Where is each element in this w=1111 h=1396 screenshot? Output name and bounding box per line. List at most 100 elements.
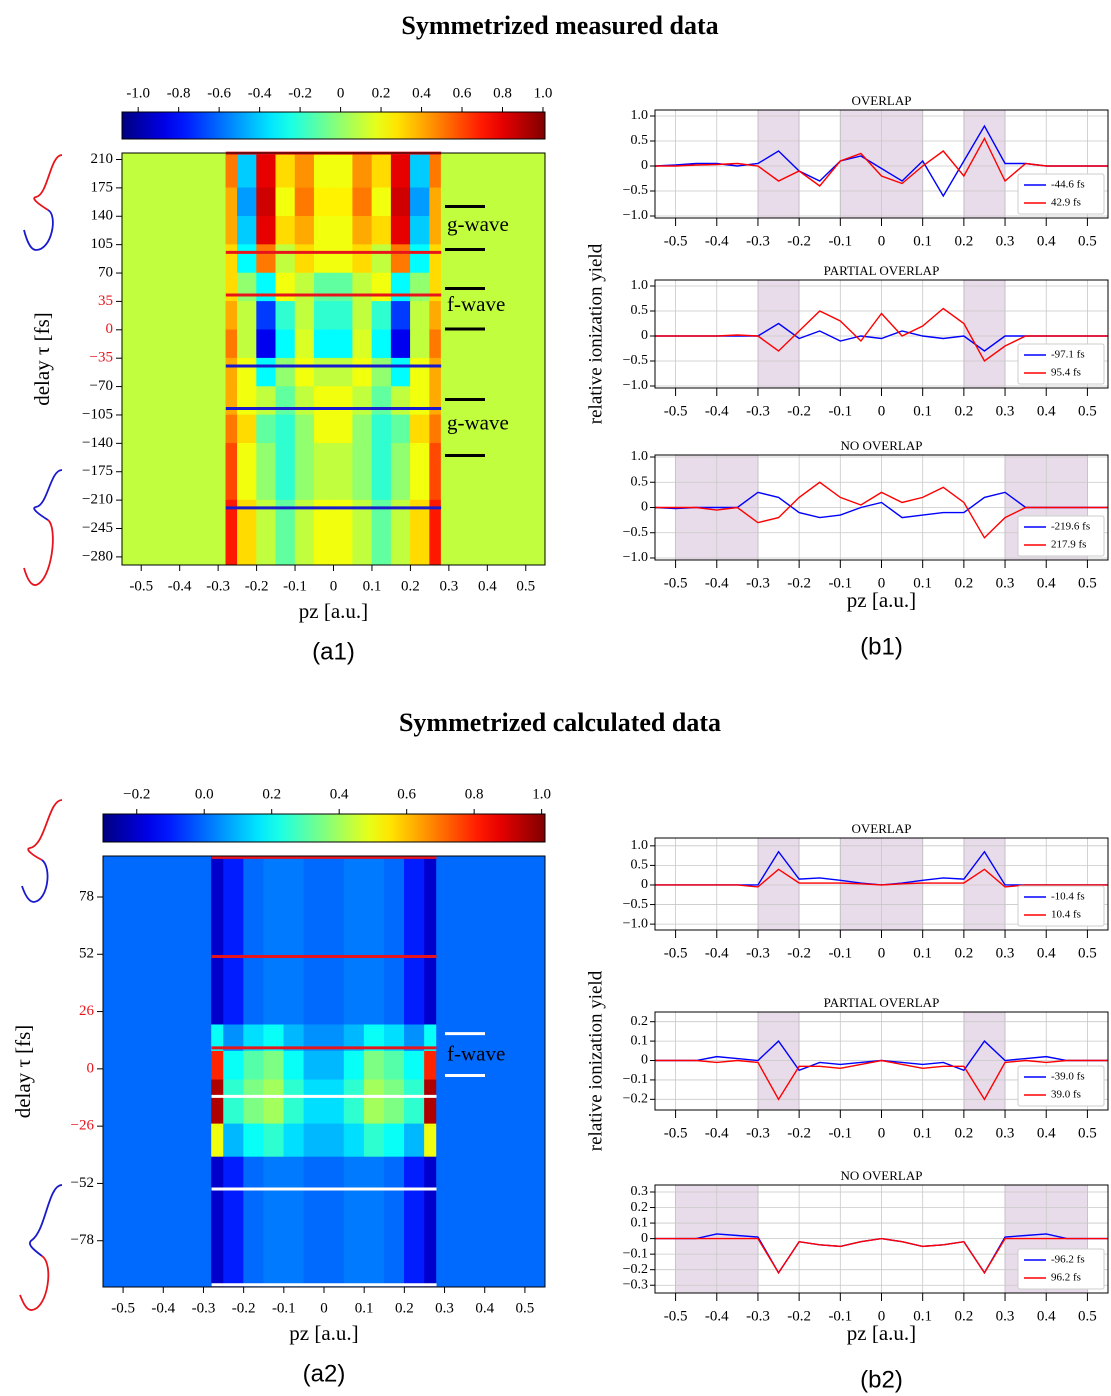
colorbar-tick-label: -0.8 [167, 85, 191, 101]
x-tick-label: -0.2 [787, 1308, 811, 1324]
x-tick-label: -0.5 [129, 578, 153, 594]
heatmap-cell [263, 1050, 285, 1081]
heatmap-cell [343, 855, 365, 1026]
series-line [655, 136, 1108, 187]
legend-label: 42.9 fs [1051, 197, 1081, 209]
x-tick-label: -0.1 [828, 233, 852, 249]
y-tick-label: −105 [82, 406, 113, 422]
heatmap-cell [223, 1079, 244, 1125]
colorbar-tick-label: −0.2 [123, 786, 150, 802]
y-tick-label: −52 [71, 1175, 94, 1191]
heatmap-cell [303, 1156, 325, 1288]
heatmap-cell [121, 272, 227, 302]
heatmap-cell [333, 152, 354, 189]
heatmap-cell [211, 1050, 224, 1081]
colorbar-tick-label: 1.0 [534, 85, 553, 101]
pulse-icon [33, 469, 63, 521]
heatmap-cell [294, 357, 315, 387]
x-tick-label: 0.5 [1078, 1125, 1097, 1141]
heatmap-cell [121, 443, 227, 501]
pulse-icon [27, 799, 63, 861]
x-tick-label: -0.2 [787, 1125, 811, 1141]
x-axis-label: pz [a.u.] [847, 588, 916, 612]
heatmap-cell [283, 1079, 305, 1125]
y-tick-label: −0.5 [623, 525, 648, 540]
colorbar-tick-label: 0.6 [397, 786, 416, 802]
legend-label: 10.4 fs [1051, 909, 1081, 921]
heatmap-cell [410, 357, 430, 387]
heatmap-cell [390, 244, 411, 274]
heatmap-cell [440, 215, 546, 245]
heatmap-cell [352, 244, 373, 274]
heatmap-cell [440, 443, 546, 501]
x-tick-label: -0.4 [168, 578, 192, 594]
heatmap-cell [383, 1079, 405, 1125]
heatmap-cell [256, 187, 277, 217]
heatmap-cell [371, 357, 392, 387]
heatmap-cell [410, 499, 430, 566]
x-tick-label: 0.2 [954, 403, 973, 419]
y-tick-label: 0.2 [631, 1200, 649, 1215]
y-tick-label: −0.5 [623, 353, 648, 368]
heatmap-cell [390, 414, 411, 444]
y-tick-label: −1.0 [623, 378, 648, 393]
heatmap-cell [390, 386, 411, 416]
pulse-icon [23, 209, 54, 251]
heatmap-cell [237, 443, 257, 501]
heatmap-cell [352, 152, 373, 189]
heatmap-cell [343, 1123, 365, 1158]
heatmap-cell [424, 1050, 437, 1081]
heatmap-cell [102, 1079, 212, 1125]
x-tick-label: 0.2 [954, 1125, 973, 1141]
heatmap-cell [323, 1156, 345, 1288]
heatmap-cell [410, 443, 430, 501]
colorbar-tick-label: -0.4 [248, 85, 272, 101]
x-tick-label: 0.4 [1037, 1125, 1056, 1141]
x-tick-label: -0.1 [828, 1125, 852, 1141]
y-tick-label: 0.1 [631, 1033, 649, 1048]
legend [1017, 1065, 1105, 1107]
x-tick-label: 0.4 [1037, 575, 1056, 591]
heatmap-cell [352, 386, 373, 416]
x-tick-label: 0.4 [478, 578, 497, 594]
heatmap-cell [436, 855, 546, 1026]
pulse-icons [19, 154, 63, 1311]
heatmap-cell [436, 1079, 546, 1125]
x-tick-label: 0 [878, 233, 886, 249]
heatmap-cell [436, 1024, 546, 1052]
heatmap-cell [275, 329, 296, 359]
heatmap-cell [275, 357, 296, 387]
heatmap-cell [429, 187, 442, 217]
x-tick-label: -0.2 [232, 1300, 256, 1316]
heatmap-cell [313, 499, 334, 566]
x-tick-label: 0.4 [1037, 233, 1056, 249]
heatmap-cell [294, 272, 315, 302]
legend [1017, 173, 1105, 215]
heatmap-cell [383, 855, 405, 1026]
heatmap-cell [313, 329, 334, 359]
x-tick-label: -0.1 [272, 1300, 296, 1316]
series-line [655, 1059, 1108, 1101]
y-tick-label: 1.0 [631, 838, 649, 853]
x-tick-label: -0.2 [787, 233, 811, 249]
heatmap-cell [352, 499, 373, 566]
heatmap-cell [275, 414, 296, 444]
heatmap-cell [313, 152, 334, 189]
heatmap-cell [440, 357, 546, 387]
x-tick-label: -0.1 [828, 1308, 852, 1324]
heatmap-cell [404, 1079, 425, 1125]
heatmap-cell [275, 272, 296, 302]
y-tick-label: −140 [82, 435, 113, 451]
heatmap-cell [225, 152, 238, 189]
x-tick-label: 0.1 [913, 575, 932, 591]
heatmap-cell [333, 215, 354, 245]
heatmap-cell [333, 443, 354, 501]
heatmap-cell [429, 443, 442, 501]
heatmap-cell [390, 499, 411, 566]
heatmap-cell [363, 1050, 385, 1081]
plot-frame [654, 454, 1109, 561]
heatmap-cell [237, 414, 257, 444]
heatmap-cell [243, 1123, 265, 1158]
section-title: Symmetrized measured data [401, 11, 718, 40]
y-tick-label: 0 [641, 158, 648, 173]
